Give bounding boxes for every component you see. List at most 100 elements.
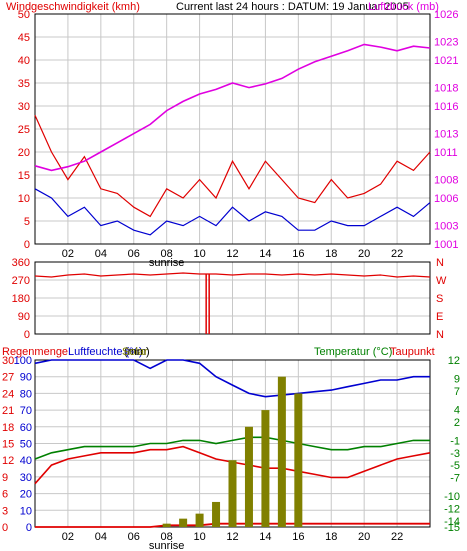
solar-bar	[244, 426, 253, 527]
temperature-y-tick: -1	[450, 435, 460, 447]
x-tick-label-p1: 02	[62, 248, 74, 260]
x-tick-label-p1: 12	[226, 248, 238, 260]
temperature-y-tick: 4	[454, 404, 460, 416]
rain-y-tick: 3	[2, 505, 8, 517]
direction-compass-label: N	[436, 257, 444, 269]
humidity-y-tick: 50	[20, 439, 32, 451]
solar-bar	[179, 518, 188, 527]
temperature-y-tick: -5	[450, 460, 460, 472]
solar-bar	[277, 376, 286, 527]
pressure-y-tick: 1003	[434, 221, 458, 233]
gust-line	[34, 114, 431, 218]
x-tick-label-p3: 22	[391, 531, 403, 543]
wind-title: Windgeschwindigkeit (kmh)	[6, 1, 140, 13]
wind-y-tick: 15	[18, 170, 30, 182]
rain-label: Regenmenge	[2, 346, 68, 358]
direction-panel-frame	[34, 261, 431, 335]
wind-y-tick: 25	[18, 124, 30, 136]
solar-bar	[212, 501, 221, 527]
solar-bar	[294, 393, 303, 527]
sunrise-label-p3: sunrise	[149, 540, 184, 551]
solar-bar	[261, 410, 270, 527]
x-tick-label-p3: 14	[259, 531, 271, 543]
temperature-y-tick: 7	[454, 386, 460, 398]
temperature-y-tick: -12	[444, 503, 460, 515]
direction-y-tick: 90	[18, 311, 30, 323]
rain-unit-label: (mm)	[124, 346, 150, 358]
wind-y-tick: 30	[18, 101, 30, 113]
direction-compass-label: S	[436, 293, 443, 305]
humidity-label: Luftfeuchte (%)	[68, 346, 143, 358]
x-tick-label-p3: 04	[95, 531, 107, 543]
x-tick-label-p3: 10	[193, 531, 205, 543]
temperature-y-tick: -7	[450, 473, 460, 485]
solar-bar	[162, 523, 171, 527]
wind-y-tick: 0	[24, 239, 30, 251]
wind-panel-frame	[34, 13, 431, 245]
rain-y-tick: 0	[2, 522, 8, 534]
direction-y-tick: 0	[24, 329, 30, 341]
humidity-line	[34, 359, 430, 398]
temperature-y-tick: 12	[448, 355, 460, 367]
x-tick-label-p1: 08	[161, 248, 173, 260]
x-tick-label-p3: 16	[292, 531, 304, 543]
pressure-y-tick: 1008	[434, 175, 458, 187]
humidity-y-tick: 80	[20, 388, 32, 400]
solar-label: Solar	[122, 346, 148, 358]
pressure-y-tick: 1021	[434, 55, 458, 67]
wind-y-tick: 20	[18, 147, 30, 159]
pressure-y-tick: 1016	[434, 101, 458, 113]
humidity-y-tick: 20	[20, 489, 32, 501]
direction-line	[34, 272, 431, 278]
direction-compass-label: W	[436, 275, 447, 287]
humidity-y-tick: 0	[26, 522, 32, 534]
x-tick-label-p1: 10	[193, 248, 205, 260]
pressure-y-tick: 1023	[434, 37, 458, 49]
temperature-y-tick: -10	[444, 491, 460, 503]
rain-y-tick: 24	[2, 388, 14, 400]
pressure-title: Luftdruck (mb)	[368, 1, 439, 13]
pressure-y-tick: 1018	[434, 83, 458, 95]
humidity-y-tick: 30	[20, 472, 32, 484]
temperature-label: Temperatur (°C)	[314, 346, 392, 358]
direction-y-tick: 180	[12, 293, 30, 305]
direction-y-tick: 360	[12, 257, 30, 269]
pressure-y-tick: 1006	[434, 193, 458, 205]
x-tick-label-p3: 20	[358, 531, 370, 543]
wind-y-tick: 50	[18, 9, 30, 21]
rain-y-tick: 30	[2, 355, 14, 367]
humidity-y-tick: 70	[20, 405, 32, 417]
wind-y-tick: 10	[18, 193, 30, 205]
rain-y-tick: 27	[2, 372, 14, 384]
temperature-y-tick: 9	[454, 374, 460, 386]
rain-y-tick: 9	[2, 472, 8, 484]
x-tick-label-p1: 14	[259, 248, 271, 260]
x-tick-label-p3: 08	[161, 531, 173, 543]
rain-y-tick: 21	[2, 405, 14, 417]
x-tick-label-p3: 18	[325, 531, 337, 543]
direction-compass-label: E	[436, 311, 443, 323]
x-tick-label-p1: 22	[391, 248, 403, 260]
average-line	[34, 188, 431, 236]
temperature-y-tick: 2	[454, 417, 460, 429]
humidity-y-tick: 40	[20, 455, 32, 467]
x-tick-label-p1: 18	[325, 248, 337, 260]
temperature-y-tick: -14	[444, 516, 460, 528]
rain-y-tick: 6	[2, 489, 8, 501]
pressure-y-tick: 1011	[434, 147, 458, 159]
rain-y-tick: 18	[2, 422, 14, 434]
pressure-y-tick: 1013	[434, 129, 458, 141]
wind-y-tick: 35	[18, 78, 30, 90]
wind-y-tick: 45	[18, 32, 30, 44]
temperature-y-tick: -15	[444, 522, 460, 534]
direction-y-tick: 270	[12, 275, 30, 287]
humidity-y-tick: 100	[14, 355, 32, 367]
humidity-y-tick: 90	[20, 372, 32, 384]
rain-y-tick: 15	[2, 439, 14, 451]
wind-y-tick: 40	[18, 55, 30, 67]
x-tick-label-p1: 06	[128, 248, 140, 260]
x-tick-label-p3: 12	[226, 531, 238, 543]
x-tick-label-p3: 02	[62, 531, 74, 543]
